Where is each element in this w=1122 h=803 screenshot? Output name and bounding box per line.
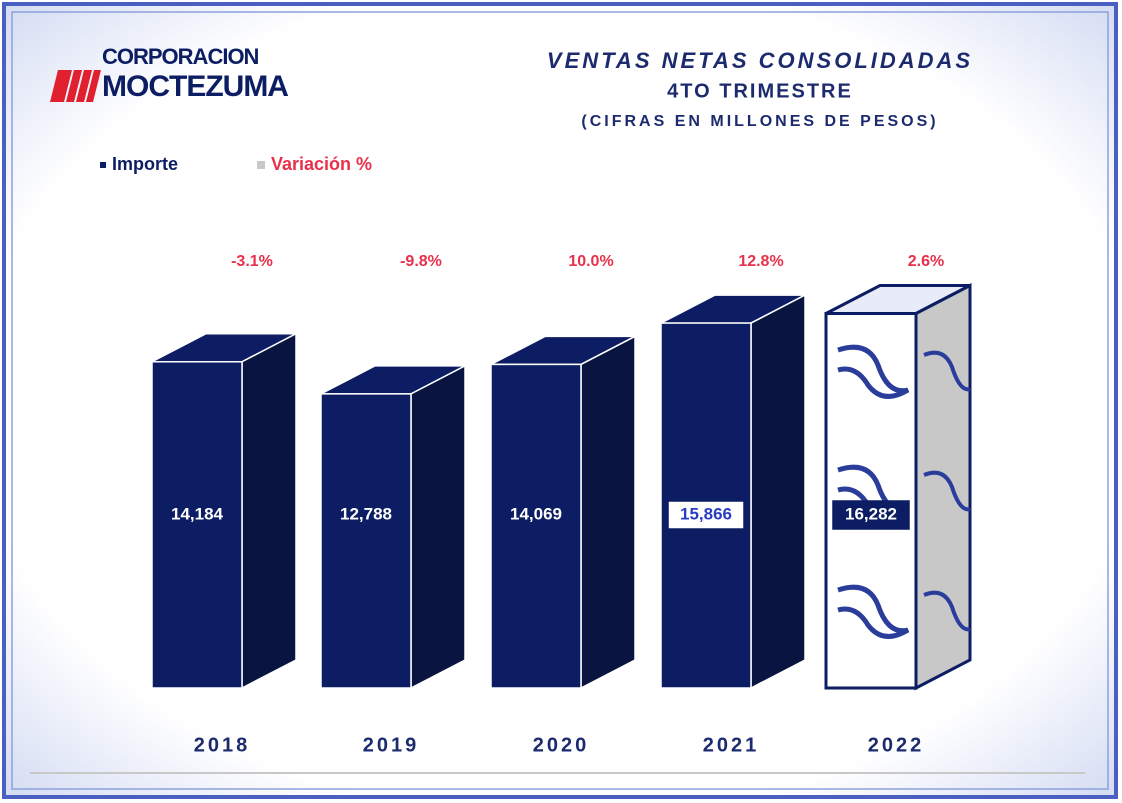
pattern <box>923 590 971 632</box>
chart-subtitle: 4TO TRIMESTRE <box>667 80 853 102</box>
bar <box>490 363 582 689</box>
x-tick-label: 2019 <box>363 734 420 756</box>
legend-label: Importe <box>112 154 178 174</box>
bar <box>320 393 412 689</box>
x-tick-label: 2021 <box>703 734 760 756</box>
legend-swatch <box>257 161 265 169</box>
x-tick-label: 2022 <box>868 734 925 756</box>
value-label: 14,184 <box>171 504 224 523</box>
chart-title: VENTAS NETAS CONSOLIDADAS <box>547 48 973 73</box>
variation-label: -9.8% <box>400 253 442 270</box>
pattern <box>837 344 910 399</box>
variation-label: -3.1% <box>231 253 273 270</box>
pattern <box>923 350 971 392</box>
variation-label: 2.6% <box>908 253 944 270</box>
inner-frame <box>11 11 1109 790</box>
logo-line2: MOCTEZUMA <box>102 70 288 103</box>
logo-line1: CORPORACION <box>102 44 259 69</box>
legend-swatch <box>100 162 106 168</box>
variation-label: 12.8% <box>738 253 783 270</box>
chart-note: (CIFRAS EN MILLONES DE PESOS) <box>581 113 938 130</box>
pattern <box>923 470 971 512</box>
bar-side <box>750 293 806 690</box>
variation-label: 10.0% <box>568 253 613 270</box>
bar-side <box>410 364 466 690</box>
logo: CORPORACION MOCTEZUMA <box>50 44 289 103</box>
value-label: 12,788 <box>340 504 392 523</box>
pattern <box>837 584 910 639</box>
x-tick-label: 2018 <box>194 734 251 756</box>
value-label: 16,282 <box>845 504 897 523</box>
bar-side <box>580 335 636 690</box>
bar-side <box>241 332 297 690</box>
x-tick-label: 2020 <box>533 734 590 756</box>
value-label-box <box>667 500 745 530</box>
value-label-box <box>832 500 910 530</box>
legend-label: Variación % <box>271 154 372 174</box>
value-label: 15,866 <box>680 504 732 523</box>
value-label: 14,069 <box>510 504 562 523</box>
bar <box>151 361 243 689</box>
